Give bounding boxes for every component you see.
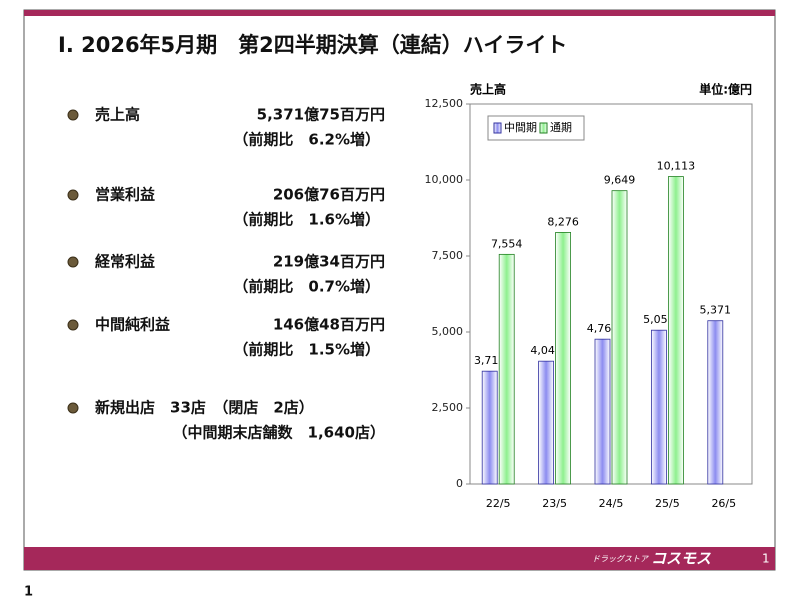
y-axis-label: 売上高 <box>470 82 506 97</box>
x-tick-label: 26/5 <box>711 497 736 510</box>
value-label: 9,649 <box>604 174 636 187</box>
logo-small: ドラッグストア <box>592 555 649 564</box>
bar <box>538 360 554 485</box>
bullet-note: （前期比 1.5%増） <box>233 341 380 359</box>
bullet-note: （前期比 1.6%増） <box>233 211 380 229</box>
bullet-label: 売上高 <box>95 106 140 124</box>
bullet-value: 5,371億75百万円 <box>257 106 385 124</box>
value-label: 8,276 <box>547 215 579 228</box>
bullet-dot <box>67 256 79 268</box>
legend-box <box>487 115 585 141</box>
bar <box>668 176 684 485</box>
bullet-label: 営業利益 <box>95 186 155 204</box>
bullet-dot <box>67 319 79 331</box>
x-tick-label: 22/5 <box>486 497 511 510</box>
bar <box>498 253 515 485</box>
title: Ⅰ. 2026年5月期 第2四半期決算（連結）ハイライト <box>58 33 567 57</box>
bar <box>481 370 498 485</box>
legend-label: 中間期 <box>504 121 537 134</box>
bullet-note: （前期比 0.7%増） <box>233 278 380 296</box>
slide-number: 1 <box>762 552 770 566</box>
bullet-label: 経常利益 <box>95 253 155 271</box>
y-tick-label: 10,000 <box>425 173 464 186</box>
bullet-dot <box>67 189 79 201</box>
bullet-value: 219億34百万円 <box>273 253 385 271</box>
bar <box>707 320 724 485</box>
bullet-note: （中間期末店舗数 1,640店） <box>173 424 385 442</box>
bullet-label: 新規出店 33店 （閉店 2店） <box>95 399 314 417</box>
page-number: 1 <box>24 585 33 600</box>
value-label: 4,764 <box>587 322 619 335</box>
footer-band <box>24 547 775 570</box>
bar <box>594 338 611 485</box>
bullet-note: （前期比 6.2%増） <box>233 131 380 149</box>
x-tick-label: 23/5 <box>542 497 567 510</box>
y-tick-label: 0 <box>456 477 463 490</box>
value-label: 4,040 <box>530 344 562 357</box>
y-tick-label: 12,500 <box>425 97 464 110</box>
bar <box>651 329 667 485</box>
legend-label: 通期 <box>550 121 572 134</box>
value-label: 3,711 <box>474 354 506 367</box>
bullet-value: 146億48百万円 <box>273 316 385 334</box>
legend-swatch <box>539 122 548 134</box>
y-tick-label: 5,000 <box>432 325 464 338</box>
bar <box>555 232 571 485</box>
bullet-dot <box>67 402 79 414</box>
bullet-label: 中間純利益 <box>95 316 170 334</box>
value-label: 5,059 <box>643 313 675 326</box>
y-tick-label: 7,500 <box>432 249 464 262</box>
x-tick-label: 25/5 <box>655 497 680 510</box>
logo-main: コスモス <box>651 550 711 568</box>
y-tick-label: 2,500 <box>432 401 464 414</box>
x-tick-label: 24/5 <box>599 497 624 510</box>
value-label: 5,371 <box>700 304 732 317</box>
bullet-value: 206億76百万円 <box>273 186 385 204</box>
value-label: 7,554 <box>491 237 523 250</box>
bullet-dot <box>67 109 79 121</box>
value-label: 10,113 <box>657 160 696 173</box>
plot-area <box>469 103 753 485</box>
bar <box>611 190 628 485</box>
legend-swatch <box>493 122 502 134</box>
unit-label: 単位:億円 <box>699 82 752 97</box>
top-bar <box>24 10 775 16</box>
slide-frame <box>23 9 776 571</box>
